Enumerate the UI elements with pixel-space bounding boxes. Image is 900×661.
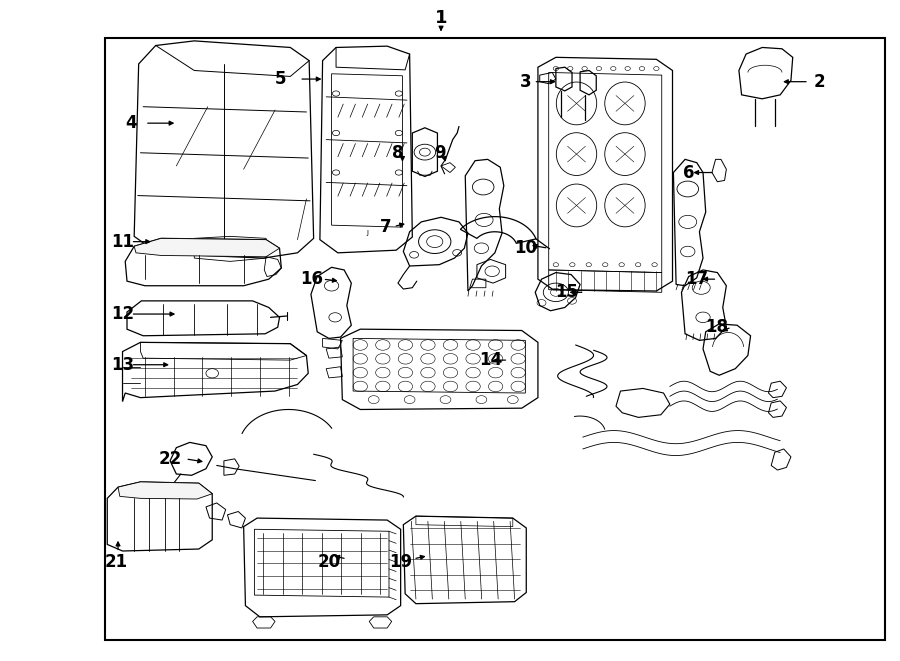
Text: 18: 18 (705, 318, 728, 336)
Text: 10: 10 (514, 239, 536, 257)
Text: 14: 14 (479, 351, 502, 369)
Bar (104, 38, 886, 640)
Text: 13: 13 (111, 356, 134, 373)
Text: 5: 5 (275, 70, 286, 88)
Text: 9: 9 (434, 144, 446, 162)
Text: 4: 4 (125, 114, 137, 132)
Text: 20: 20 (318, 553, 341, 571)
Text: 22: 22 (158, 450, 182, 468)
Text: 7: 7 (380, 217, 392, 235)
Text: 17: 17 (685, 270, 708, 288)
Polygon shape (134, 239, 280, 256)
Text: 6: 6 (683, 163, 695, 182)
Text: J: J (366, 230, 368, 236)
Text: 21: 21 (104, 553, 128, 571)
Text: 3: 3 (520, 73, 532, 91)
Polygon shape (118, 482, 212, 499)
Text: 15: 15 (555, 284, 578, 301)
Text: 16: 16 (301, 270, 323, 288)
Text: 1: 1 (435, 9, 447, 27)
Text: 12: 12 (111, 305, 134, 323)
Text: 8: 8 (392, 144, 403, 162)
Text: 2: 2 (814, 73, 825, 91)
Text: 19: 19 (389, 553, 412, 571)
Text: 11: 11 (111, 233, 134, 251)
